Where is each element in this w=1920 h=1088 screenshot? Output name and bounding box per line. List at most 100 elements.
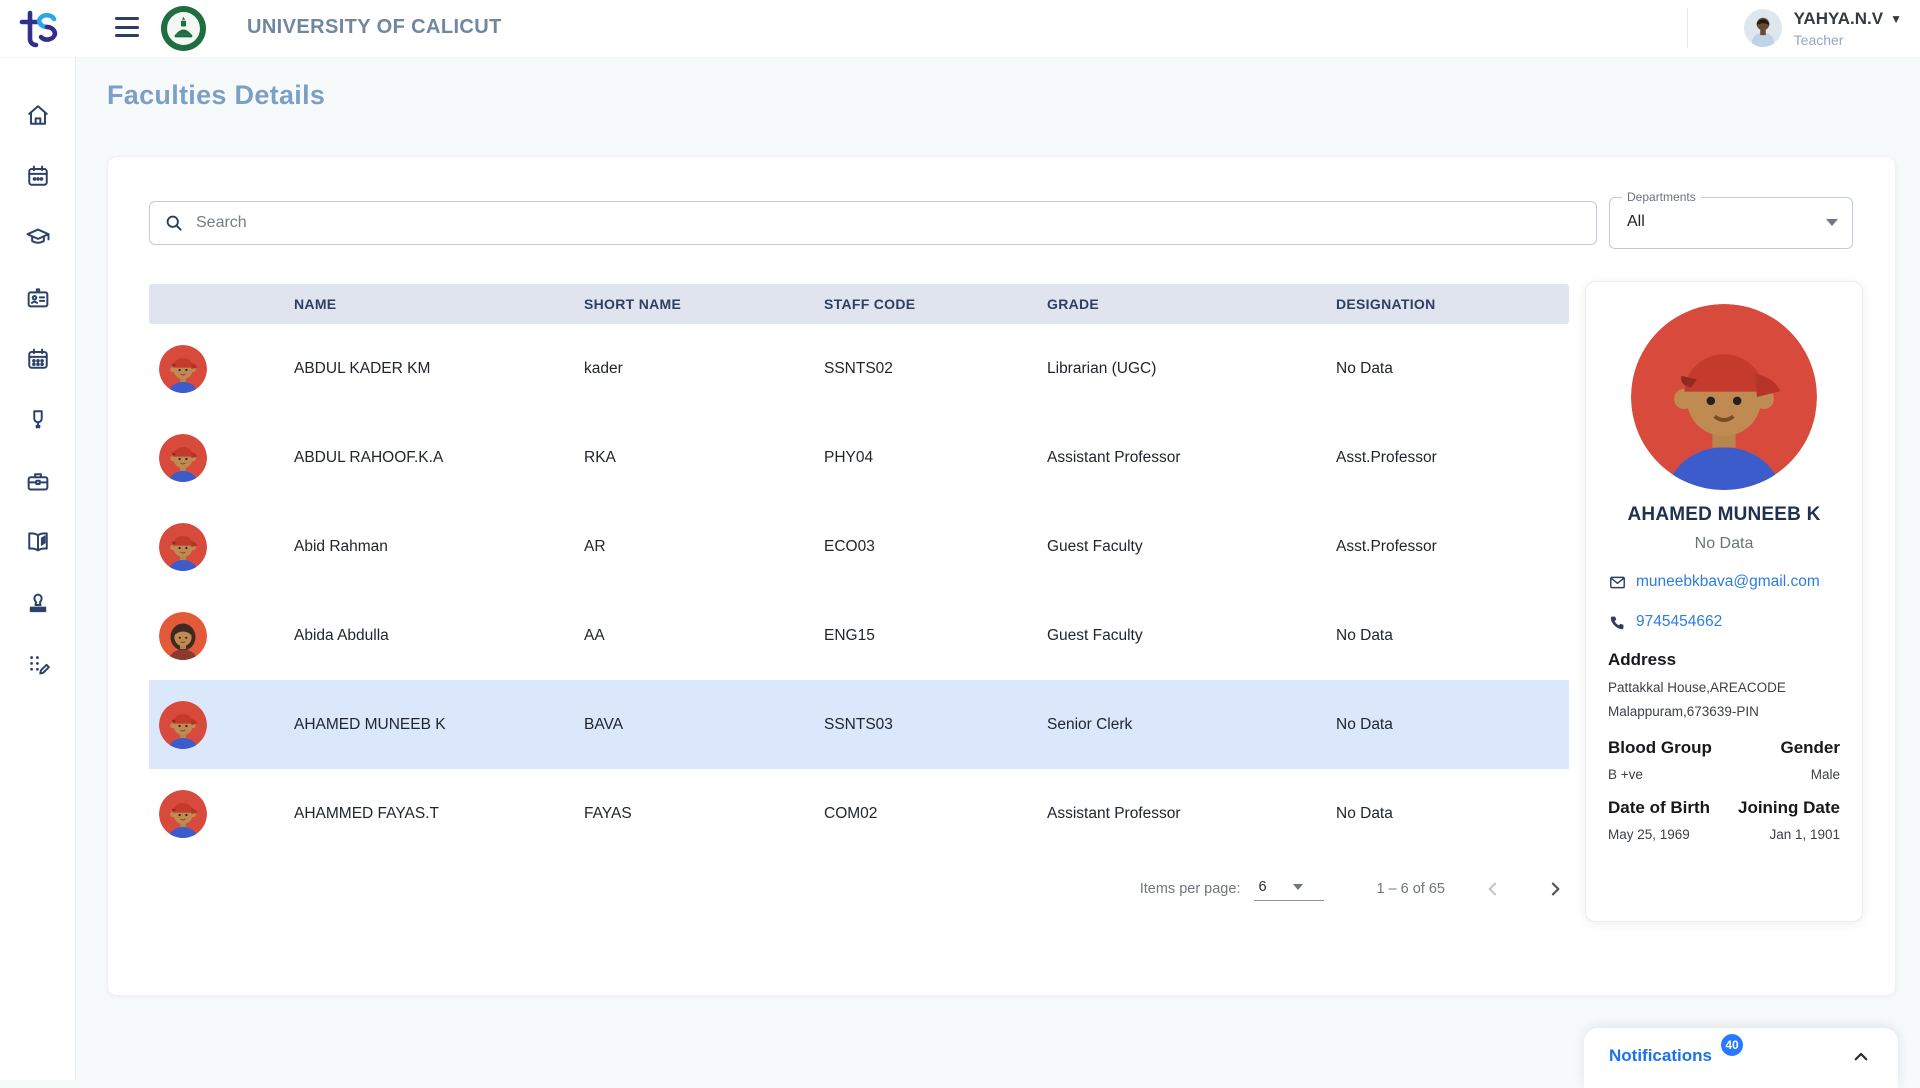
briefcase-icon[interactable] <box>24 467 52 495</box>
faculty-avatar <box>159 344 207 393</box>
cell-grade: Librarian (UGC) <box>1047 359 1157 377</box>
page-range: 1 – 6 of 65 <box>1376 881 1445 897</box>
detail-email-link[interactable]: muneebkbava@gmail.com <box>1636 573 1820 590</box>
cell-name: ABDUL RAHOOF.K.A <box>294 448 444 466</box>
cell-name: AHAMMED FAYAS.T <box>294 804 439 822</box>
chevron-down-icon <box>1292 884 1303 890</box>
search-box[interactable] <box>149 201 1597 245</box>
cell-name: Abid Rahman <box>294 537 388 555</box>
departments-label: Departments <box>1622 190 1701 204</box>
items-per-page-value: 6 <box>1258 879 1267 895</box>
cell-designation: No Data <box>1336 359 1393 377</box>
menu-toggle-icon[interactable] <box>115 17 139 37</box>
blood-group-value: B +ve <box>1608 767 1643 783</box>
address-label: Address <box>1608 649 1677 669</box>
open-book-icon[interactable] <box>24 528 52 556</box>
gender-label: Gender <box>1780 738 1840 758</box>
cell-short-name: FAYAS <box>584 804 632 822</box>
cell-designation: No Data <box>1336 626 1393 644</box>
cell-grade: Guest Faculty <box>1047 537 1143 555</box>
detail-phone-link[interactable]: 9745454662 <box>1636 613 1723 631</box>
search-input[interactable] <box>194 213 1582 233</box>
cell-short-name: BAVA <box>584 715 624 733</box>
cell-short-name: AR <box>584 537 606 555</box>
graduation-cap-icon[interactable] <box>24 223 52 251</box>
stamp-icon[interactable] <box>24 589 52 617</box>
table-row[interactable]: Abid Rahman AR ECO03 Guest Faculty Asst.… <box>149 502 1569 591</box>
col-grade: GRADE <box>1047 296 1100 312</box>
cell-grade: Guest Faculty <box>1047 626 1143 644</box>
notifications-count-badge: 40 <box>1721 1034 1743 1056</box>
col-name: NAME <box>294 296 337 312</box>
notifications-panel[interactable]: Notifications 40 <box>1584 1028 1898 1088</box>
calendar-icon[interactable] <box>24 162 52 190</box>
cell-name: ABDUL KADER KM <box>294 359 431 377</box>
user-menu[interactable]: YAHYA.N.V ▼ Teacher <box>1743 4 1902 52</box>
chevron-down-icon[interactable]: ▼ <box>1890 11 1902 26</box>
address-line1: Pattakkal House,AREACODE <box>1608 679 1786 695</box>
user-avatar[interactable] <box>1743 9 1782 47</box>
departments-select[interactable]: Departments All <box>1609 190 1853 249</box>
cell-grade: Assistant Professor <box>1047 448 1181 466</box>
dob-value: May 25, 1969 <box>1608 827 1690 843</box>
cell-staff-code: SSNTS02 <box>824 359 893 377</box>
departments-value: All <box>1627 213 1645 230</box>
faculty-detail-card: AHAMED MUNEEB K No Data muneebkbava@gmai… <box>1585 281 1863 922</box>
medal-icon[interactable] <box>24 406 52 434</box>
blood-group-label: Blood Group <box>1608 738 1712 758</box>
chevron-down-icon <box>1826 219 1838 226</box>
dob-label: Date of Birth <box>1608 798 1710 818</box>
cell-designation: Asst.Professor <box>1336 537 1437 555</box>
table-row[interactable]: ABDUL KADER KM kader SSNTS02 Librarian (… <box>149 324 1569 413</box>
pagination: Items per page: 6 1 – 6 of 65 <box>149 867 1569 911</box>
university-title: UNIVERSITY OF CALICUT <box>247 16 502 38</box>
next-page-button[interactable] <box>1541 875 1569 903</box>
cell-short-name: AA <box>584 626 605 644</box>
table-row-selected[interactable]: AHAMED MUNEEB K BAVA SSNTS03 Senior Cler… <box>149 680 1569 769</box>
ts-logo-icon <box>19 10 57 47</box>
cell-staff-code: SSNTS03 <box>824 715 893 733</box>
detail-name: AHAMED MUNEEB K <box>1627 504 1821 525</box>
table-row[interactable]: AHAMMED FAYAS.T FAYAS COM02 Assistant Pr… <box>149 769 1569 858</box>
faculty-avatar <box>159 433 207 482</box>
home-icon[interactable] <box>24 101 52 129</box>
joining-date-value: Jan 1, 1901 <box>1769 827 1840 843</box>
search-icon <box>166 215 182 231</box>
cell-staff-code: ECO03 <box>824 537 875 555</box>
cell-short-name: RKA <box>584 448 616 466</box>
notifications-label: Notifications <box>1609 1046 1712 1065</box>
address-line2: Malappuram,673639-PIN <box>1608 704 1759 720</box>
gender-value: Male <box>1810 767 1840 783</box>
detail-subtitle: No Data <box>1694 535 1754 552</box>
top-header: UNIVERSITY OF CALICUT YAHYA.N.V ▼ Teacher <box>75 0 1920 58</box>
cell-designation: Asst.Professor <box>1336 448 1437 466</box>
table-row[interactable]: Abida Abdulla AA ENG15 Guest Faculty No … <box>149 591 1569 680</box>
phone-icon <box>1610 617 1624 630</box>
brand-logo[interactable] <box>0 0 75 58</box>
joining-date-label: Joining Date <box>1737 798 1840 818</box>
page-title: Faculties Details <box>107 80 326 110</box>
cell-designation: No Data <box>1336 804 1393 822</box>
cell-staff-code: ENG15 <box>824 626 875 644</box>
previous-page-button[interactable] <box>1479 875 1507 903</box>
cell-name: AHAMED MUNEEB K <box>294 715 446 733</box>
attendance-edit-icon[interactable] <box>24 650 52 678</box>
faculty-avatar <box>159 789 207 838</box>
col-short-name: SHORT NAME <box>584 296 682 312</box>
faculties-table: NAME SHORT NAME STAFF CODE GRADE DESIGNA… <box>149 284 1569 858</box>
items-per-page-select[interactable]: 6 <box>1254 877 1325 901</box>
faculty-avatar <box>159 522 207 571</box>
cell-grade: Assistant Professor <box>1047 804 1181 822</box>
id-card-icon[interactable] <box>24 284 52 312</box>
table-row[interactable]: ABDUL RAHOOF.K.A RKA PHY04 Assistant Pro… <box>149 413 1569 502</box>
user-role: Teacher <box>1793 31 1844 48</box>
sidebar <box>0 0 76 1080</box>
email-icon <box>1610 576 1625 589</box>
chevron-up-icon[interactable] <box>1852 1048 1870 1066</box>
cell-staff-code: COM02 <box>824 804 878 822</box>
divider <box>1687 8 1688 48</box>
cell-designation: No Data <box>1336 715 1393 733</box>
calendar-grid-icon[interactable] <box>24 345 52 373</box>
faculty-avatar <box>159 700 207 749</box>
cell-short-name: kader <box>584 359 623 377</box>
